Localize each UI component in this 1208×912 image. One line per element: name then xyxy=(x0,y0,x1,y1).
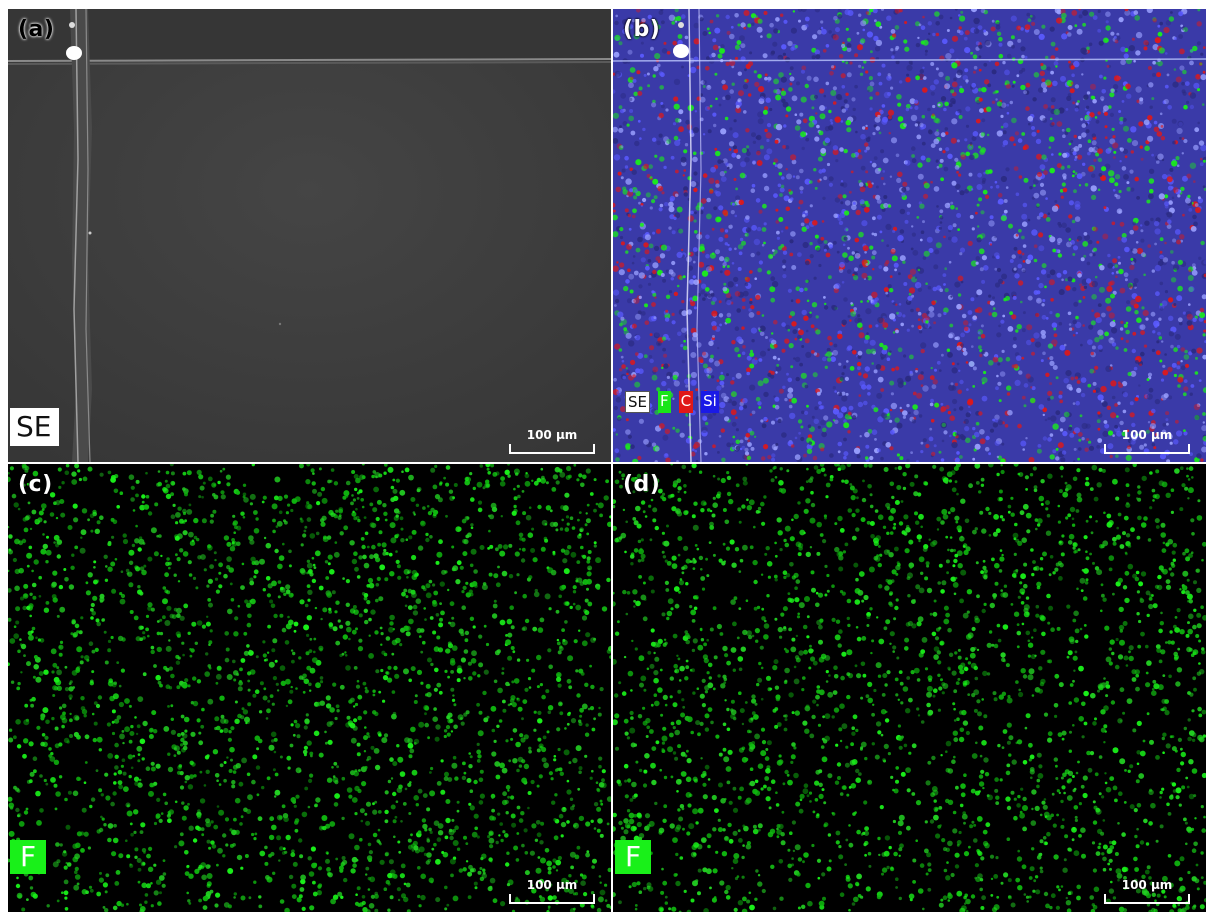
scale-bar-label: 100 µm xyxy=(1121,428,1173,442)
scale-bar-line xyxy=(1104,894,1190,904)
scale-bar-label: 100 µm xyxy=(526,878,578,892)
element-legend: SE F C Si xyxy=(625,391,719,413)
panel-label: (a) xyxy=(18,17,55,42)
legend-si: Si xyxy=(701,391,719,413)
scale-bar-label: 100 µm xyxy=(1121,878,1173,892)
se-micrograph xyxy=(8,9,611,462)
fluorine-map xyxy=(613,464,1206,912)
scale-bar: 100 µm xyxy=(1104,428,1190,454)
panel-label: (d) xyxy=(623,472,661,497)
scale-bar: 100 µm xyxy=(509,878,595,904)
se-badge: SE xyxy=(10,408,60,446)
fluorine-map-panel-d: (d) F 100 µm xyxy=(613,464,1206,912)
element-badge-f: F xyxy=(615,840,652,874)
scale-bar-line xyxy=(509,894,595,904)
fluorine-map-panel-c: (c) F 100 µm xyxy=(8,464,611,912)
panel-label: (c) xyxy=(18,472,53,497)
legend-c: C xyxy=(678,391,694,413)
scale-bar-label: 100 µm xyxy=(526,428,578,442)
panel-label: (b) xyxy=(623,17,661,42)
element-badge-f: F xyxy=(10,840,47,874)
scale-bar-line xyxy=(1104,444,1190,454)
legend-f: F xyxy=(658,391,671,413)
scale-bar: 100 µm xyxy=(1104,878,1190,904)
scale-bar: 100 µm xyxy=(509,428,595,454)
se-image-panel: (a) SE 100 µm xyxy=(8,9,611,462)
element-overlay-map xyxy=(613,9,1206,462)
fluorine-map xyxy=(8,464,611,912)
legend-se: SE xyxy=(625,391,650,413)
overlay-map-panel: (b) SE F C Si 100 µm xyxy=(613,9,1206,462)
scale-bar-line xyxy=(509,444,595,454)
